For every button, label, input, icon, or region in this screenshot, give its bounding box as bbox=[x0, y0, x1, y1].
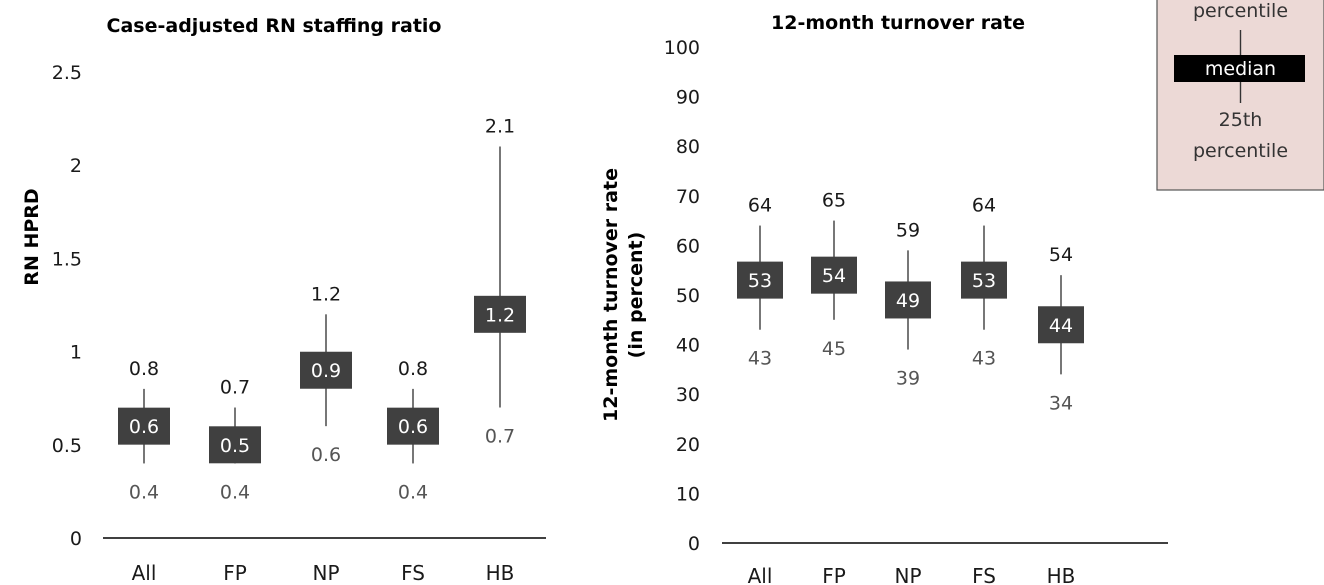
legend-p75-label: percentile bbox=[1193, 0, 1288, 22]
p25-label: 43 bbox=[748, 348, 772, 370]
p25-label: 0.4 bbox=[129, 481, 159, 503]
y-tick-label: 30 bbox=[676, 384, 700, 406]
y-tick-label: 2.5 bbox=[52, 62, 82, 84]
legend-p25-label-2: percentile bbox=[1193, 140, 1288, 162]
p75-label: 65 bbox=[822, 190, 846, 212]
median-label: 54 bbox=[822, 265, 846, 287]
median-box bbox=[209, 426, 261, 464]
legend-median-box bbox=[1174, 55, 1305, 82]
chart-title: 12-month turnover rate bbox=[771, 12, 1025, 34]
y-axis-label: (in percent) bbox=[625, 232, 647, 359]
p75-label: 0.8 bbox=[129, 358, 159, 380]
legend-p25-label: 25th bbox=[1219, 109, 1263, 131]
x-tick-label: FS bbox=[401, 561, 425, 585]
x-tick-label: All bbox=[132, 561, 157, 585]
median-label: 1.2 bbox=[485, 304, 515, 326]
median-box bbox=[885, 281, 931, 319]
median-box bbox=[387, 407, 439, 445]
y-axis-label: 12-month turnover rate bbox=[600, 168, 622, 422]
x-tick-label: FP bbox=[223, 561, 247, 585]
p75-label: 2.1 bbox=[485, 116, 515, 138]
x-tick-label: All bbox=[748, 564, 773, 585]
median-box bbox=[961, 261, 1007, 299]
median-box bbox=[1038, 306, 1084, 344]
median-label: 0.9 bbox=[311, 360, 341, 382]
y-tick-label: 0 bbox=[70, 528, 82, 550]
median-label: 0.5 bbox=[220, 435, 250, 457]
p75-label: 59 bbox=[896, 219, 920, 241]
median-label: 49 bbox=[896, 290, 920, 312]
p75-label: 64 bbox=[748, 195, 772, 217]
y-tick-label: 0.5 bbox=[52, 435, 82, 457]
y-tick-label: 90 bbox=[676, 87, 700, 109]
p75-label: 54 bbox=[1049, 244, 1073, 266]
y-tick-label: 10 bbox=[676, 483, 700, 505]
legend: percentile median 25th percentile bbox=[1156, 0, 1324, 191]
x-tick-label: HB bbox=[486, 561, 515, 585]
y-tick-label: 60 bbox=[676, 235, 700, 257]
y-tick-label: 1 bbox=[70, 342, 82, 364]
x-tick-label: NP bbox=[312, 561, 339, 585]
y-tick-label: 80 bbox=[676, 136, 700, 158]
p25-label: 34 bbox=[1049, 392, 1073, 414]
x-tick-label: FS bbox=[972, 564, 996, 585]
p25-label: 0.4 bbox=[220, 481, 250, 503]
y-axis-label: RN HPRD bbox=[21, 188, 43, 285]
y-tick-label: 2 bbox=[70, 155, 82, 177]
y-tick-label: 20 bbox=[676, 434, 700, 456]
median-box bbox=[737, 261, 783, 299]
median-label: 0.6 bbox=[129, 416, 159, 438]
median-box bbox=[118, 407, 170, 445]
y-tick-label: 70 bbox=[676, 186, 700, 208]
p25-label: 45 bbox=[822, 338, 846, 360]
y-tick-label: 0 bbox=[688, 533, 700, 555]
x-tick-label: HB bbox=[1047, 564, 1076, 585]
median-label: 53 bbox=[748, 270, 772, 292]
median-box bbox=[474, 295, 526, 333]
chart-title: Case-adjusted RN staffing ratio bbox=[107, 15, 442, 37]
median-box bbox=[300, 351, 352, 389]
y-tick-label: 100 bbox=[664, 37, 700, 59]
median-label: 0.6 bbox=[398, 416, 428, 438]
p25-label: 39 bbox=[896, 368, 920, 390]
y-tick-label: 50 bbox=[676, 285, 700, 307]
x-tick-label: FP bbox=[822, 564, 846, 585]
p75-label: 0.8 bbox=[398, 358, 428, 380]
y-tick-label: 1.5 bbox=[52, 248, 82, 270]
p75-label: 64 bbox=[972, 195, 996, 217]
median-label: 53 bbox=[972, 270, 996, 292]
legend-median-label: median bbox=[1205, 58, 1276, 80]
x-tick-label: NP bbox=[894, 564, 921, 585]
y-tick-label: 40 bbox=[676, 335, 700, 357]
p25-label: 0.7 bbox=[485, 426, 515, 448]
p25-label: 0.4 bbox=[398, 481, 428, 503]
median-label: 44 bbox=[1049, 315, 1073, 337]
p75-label: 0.7 bbox=[220, 377, 250, 399]
p25-label: 43 bbox=[972, 348, 996, 370]
median-box bbox=[811, 256, 857, 294]
p25-label: 0.6 bbox=[311, 444, 341, 466]
p75-label: 1.2 bbox=[311, 283, 341, 305]
